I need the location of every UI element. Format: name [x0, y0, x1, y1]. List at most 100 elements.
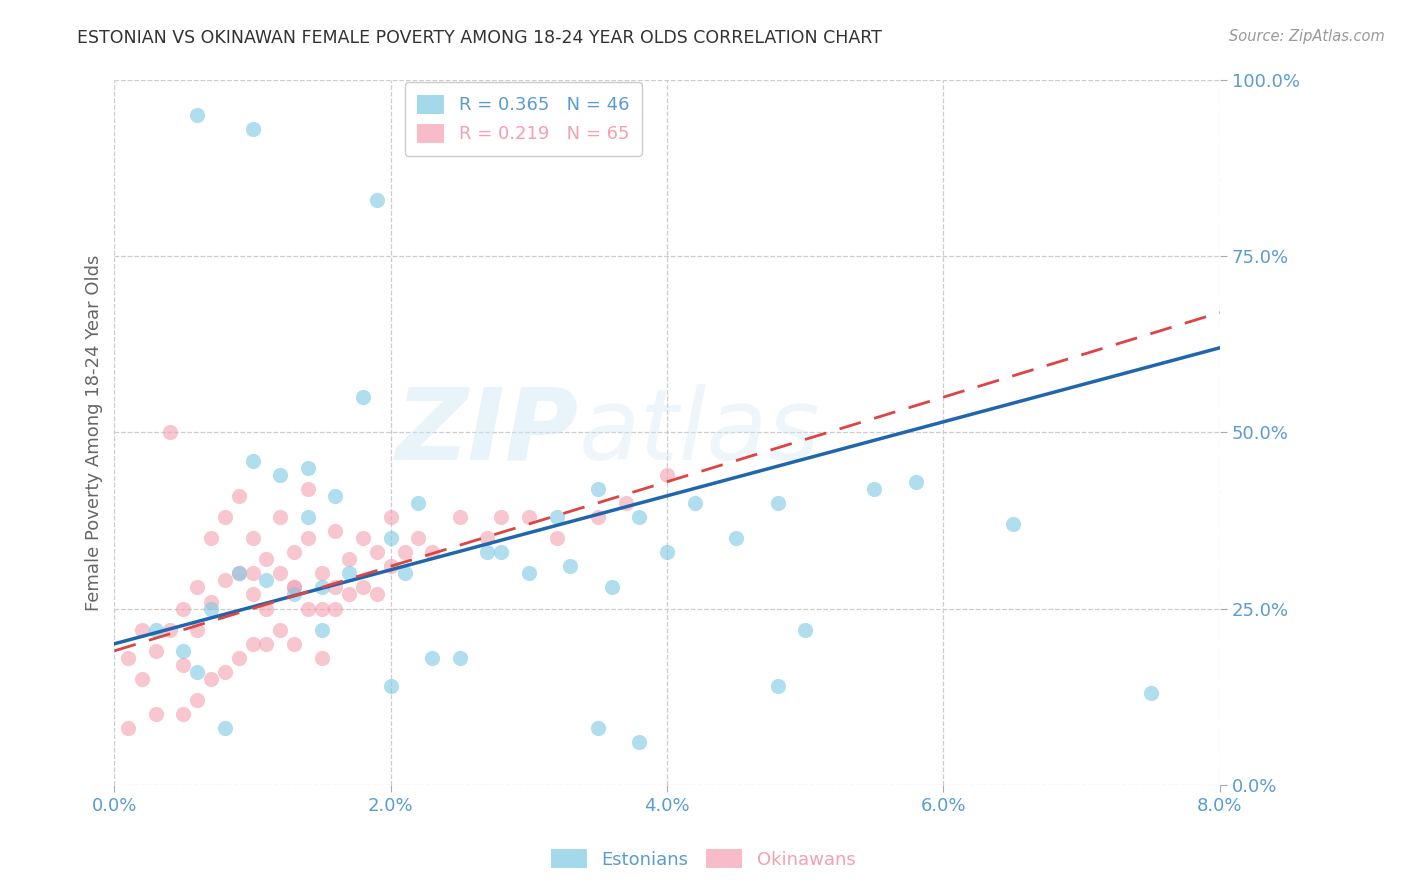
Point: [628, 510, 651, 524]
Point: [394, 545, 416, 559]
Point: [586, 510, 609, 524]
Point: [254, 574, 277, 588]
Point: [145, 644, 167, 658]
Legend: Estonians, Okinawans: Estonians, Okinawans: [543, 841, 863, 876]
Point: [173, 657, 195, 672]
Point: [117, 651, 139, 665]
Point: [683, 496, 706, 510]
Text: Source: ZipAtlas.com: Source: ZipAtlas.com: [1229, 29, 1385, 44]
Point: [325, 581, 347, 595]
Point: [366, 545, 388, 559]
Point: [352, 531, 374, 545]
Point: [337, 566, 360, 581]
Point: [242, 531, 264, 545]
Point: [408, 531, 430, 545]
Point: [131, 672, 153, 686]
Point: [311, 581, 333, 595]
Point: [131, 623, 153, 637]
Point: [269, 566, 291, 581]
Point: [655, 545, 678, 559]
Point: [1001, 516, 1024, 531]
Point: [325, 489, 347, 503]
Point: [200, 601, 222, 615]
Point: [420, 545, 443, 559]
Point: [269, 510, 291, 524]
Point: [337, 587, 360, 601]
Point: [214, 574, 236, 588]
Y-axis label: Female Poverty Among 18-24 Year Olds: Female Poverty Among 18-24 Year Olds: [86, 254, 103, 610]
Point: [352, 390, 374, 404]
Point: [337, 552, 360, 566]
Point: [352, 581, 374, 595]
Point: [380, 510, 402, 524]
Point: [242, 566, 264, 581]
Point: [117, 722, 139, 736]
Point: [366, 193, 388, 207]
Point: [200, 672, 222, 686]
Point: [380, 531, 402, 545]
Point: [214, 665, 236, 679]
Point: [420, 651, 443, 665]
Point: [214, 722, 236, 736]
Point: [159, 623, 181, 637]
Point: [242, 122, 264, 136]
Point: [394, 566, 416, 581]
Point: [254, 552, 277, 566]
Point: [725, 531, 748, 545]
Point: [254, 601, 277, 615]
Point: [283, 581, 305, 595]
Point: [145, 707, 167, 722]
Point: [1139, 686, 1161, 700]
Point: [477, 545, 499, 559]
Point: [766, 679, 789, 693]
Point: [655, 467, 678, 482]
Point: [186, 581, 208, 595]
Point: [297, 460, 319, 475]
Point: [560, 559, 582, 574]
Point: [186, 623, 208, 637]
Point: [546, 510, 568, 524]
Point: [311, 623, 333, 637]
Point: [380, 679, 402, 693]
Point: [477, 531, 499, 545]
Text: atlas: atlas: [579, 384, 820, 481]
Text: ZIP: ZIP: [395, 384, 579, 481]
Point: [517, 566, 540, 581]
Point: [228, 489, 250, 503]
Point: [311, 566, 333, 581]
Point: [600, 581, 623, 595]
Point: [408, 496, 430, 510]
Point: [297, 482, 319, 496]
Point: [242, 453, 264, 467]
Point: [628, 735, 651, 749]
Point: [449, 510, 471, 524]
Point: [311, 651, 333, 665]
Point: [449, 651, 471, 665]
Point: [242, 637, 264, 651]
Point: [380, 559, 402, 574]
Point: [186, 108, 208, 122]
Point: [586, 482, 609, 496]
Point: [614, 496, 637, 510]
Point: [904, 475, 927, 489]
Point: [228, 566, 250, 581]
Point: [297, 531, 319, 545]
Point: [186, 665, 208, 679]
Point: [366, 587, 388, 601]
Point: [297, 510, 319, 524]
Point: [546, 531, 568, 545]
Point: [283, 581, 305, 595]
Point: [283, 637, 305, 651]
Point: [311, 601, 333, 615]
Point: [200, 594, 222, 608]
Point: [297, 601, 319, 615]
Point: [491, 545, 513, 559]
Point: [214, 510, 236, 524]
Point: [283, 587, 305, 601]
Point: [491, 510, 513, 524]
Point: [283, 545, 305, 559]
Point: [325, 601, 347, 615]
Point: [228, 651, 250, 665]
Point: [173, 601, 195, 615]
Point: [794, 623, 817, 637]
